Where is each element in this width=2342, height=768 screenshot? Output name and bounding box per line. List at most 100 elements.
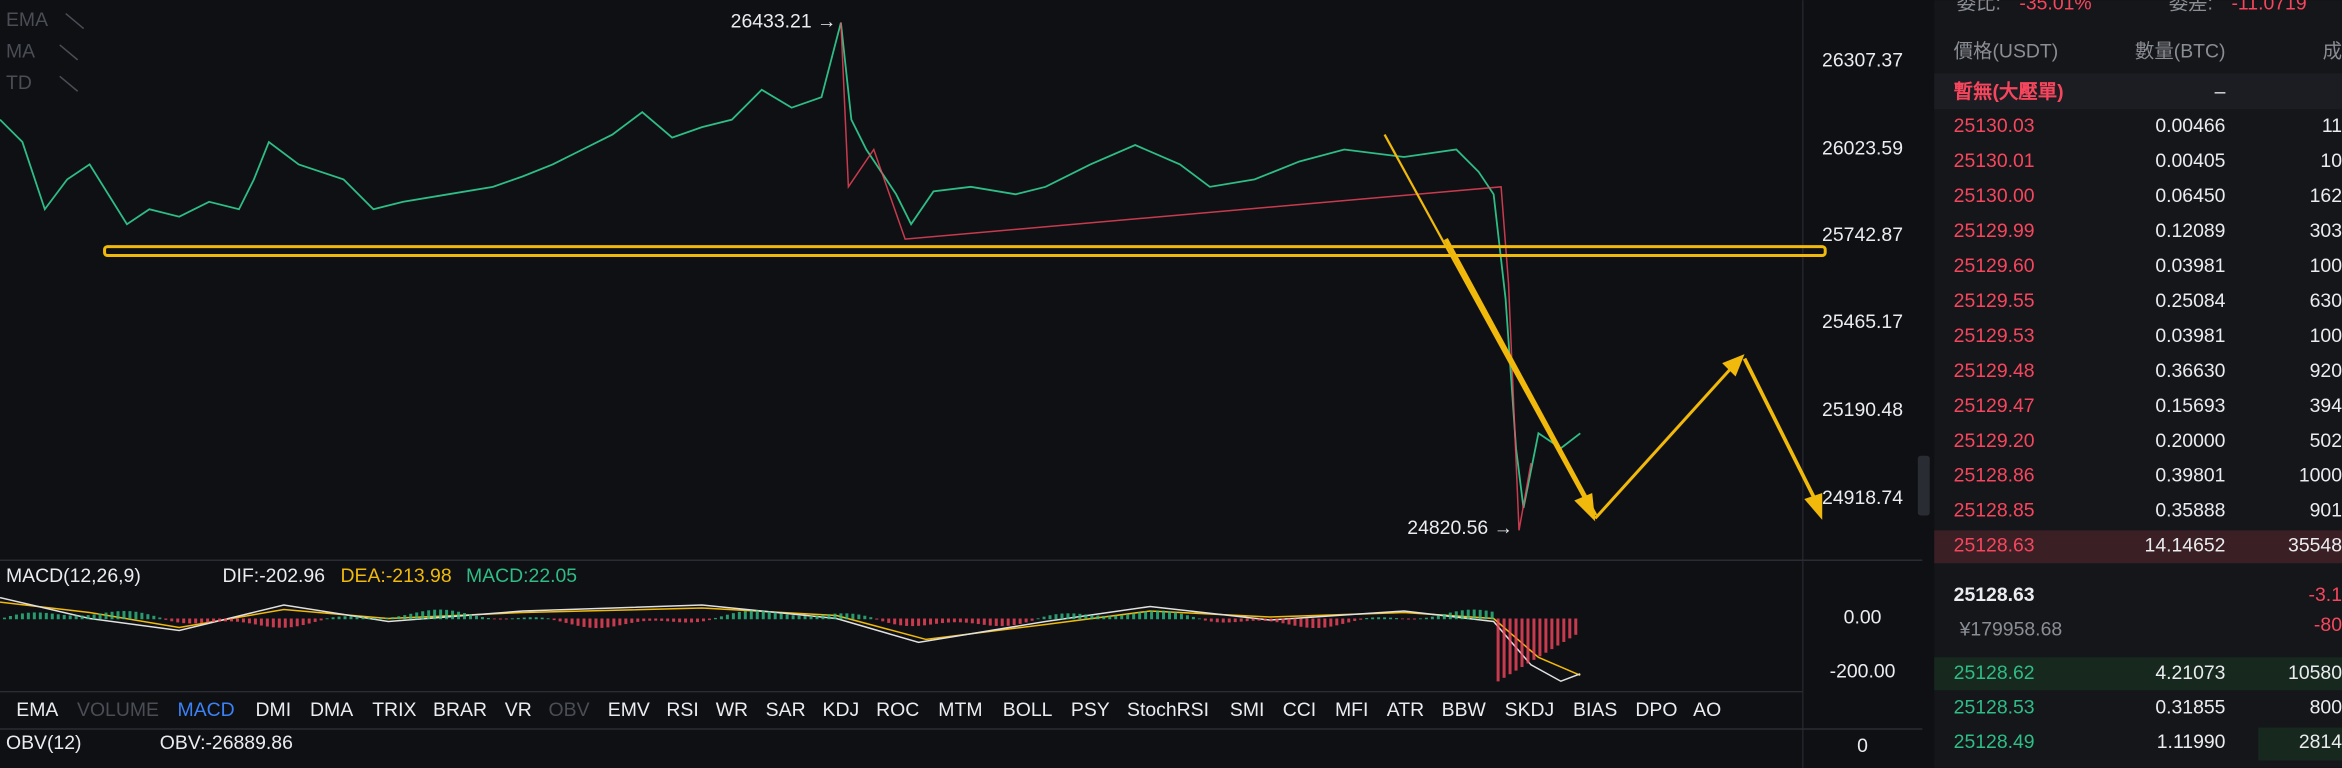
macd-bar: [666, 618, 670, 622]
indicator-tab[interactable]: BBW: [1442, 699, 1487, 721]
indicator-tab[interactable]: SAR: [766, 699, 806, 721]
macd-bar: [1496, 618, 1500, 682]
macd-bar: [146, 614, 150, 620]
hidden-icon[interactable]: [65, 13, 85, 30]
indicator-tab[interactable]: AO: [1693, 699, 1721, 721]
macd-bar: [1371, 617, 1375, 620]
macd-bar: [887, 618, 891, 623]
indicator-tab[interactable]: DMA: [310, 699, 353, 721]
indicator-tab[interactable]: CCI: [1283, 699, 1316, 721]
macd-bar: [32, 612, 36, 620]
asks-price: 25129.47: [1954, 395, 2035, 417]
macd-bar: [176, 618, 180, 623]
indicator-tab[interactable]: MTM: [938, 699, 982, 721]
macd-bar: [224, 618, 228, 622]
macd-bar: [331, 617, 335, 620]
indicator-tab[interactable]: WR: [716, 699, 748, 721]
macd-bar: [373, 617, 377, 620]
macd-bar: [1317, 618, 1321, 628]
column-header: 數量(BTC): [2135, 41, 2226, 63]
asks-price: 25130.00: [1954, 185, 2035, 207]
price-change: -3.1: [2309, 584, 2342, 606]
macd-bar: [582, 618, 586, 627]
macd-bar: [970, 618, 974, 624]
macd-bar: [654, 618, 658, 621]
indicator-tab[interactable]: BRAR: [433, 699, 487, 721]
macd-bar: [952, 618, 956, 623]
indicator-tab[interactable]: BIAS: [1573, 699, 1617, 721]
indicator-tab[interactable]: MACD: [178, 699, 235, 721]
macd-label: MACD(12,26,9): [6, 565, 141, 587]
macd-bar: [247, 618, 251, 624]
macd-bar: [20, 613, 24, 620]
indicator-tab[interactable]: PSY: [1071, 699, 1110, 721]
asks-price: 25129.55: [1954, 290, 2035, 312]
macd-bar: [1508, 618, 1512, 675]
indicator-tab[interactable]: DMI: [256, 699, 292, 721]
macd-bar: [1030, 618, 1034, 621]
indicator-tab[interactable]: ATR: [1387, 699, 1424, 721]
macd-bar: [1448, 612, 1452, 620]
indicator-tab[interactable]: RSI: [666, 699, 698, 721]
indicator-tab[interactable]: MFI: [1335, 699, 1368, 721]
indicator-tab[interactable]: VR: [505, 699, 532, 721]
bids-price: 25128.49: [1954, 731, 2035, 753]
asks-quantity: 0.06450: [2155, 185, 2225, 207]
macd-bar: [1108, 615, 1112, 620]
macd-bar: [1084, 614, 1088, 620]
macd-bar: [313, 618, 317, 622]
macd-bar: [982, 618, 986, 625]
macd-bar: [50, 613, 54, 620]
macd-bar: [1365, 618, 1369, 620]
macd-bar: [1132, 613, 1136, 620]
indicator-tab[interactable]: EMA: [16, 699, 58, 721]
indicator-tab[interactable]: EMV: [608, 699, 650, 721]
macd-bar: [1418, 618, 1422, 620]
macd-bar: [1269, 618, 1273, 622]
macd-bar: [385, 617, 389, 620]
macd-bar: [44, 612, 48, 620]
arrow: [1742, 357, 1821, 509]
indicator-tab[interactable]: SKDJ: [1505, 699, 1555, 721]
macd-bar: [1323, 618, 1327, 628]
macd-bar: [684, 618, 688, 623]
macd-bar: [325, 618, 329, 620]
asks-price: 25130.01: [1954, 150, 2035, 172]
indicator-tab[interactable]: OBV: [549, 699, 590, 721]
indicator-tab[interactable]: DPO: [1635, 699, 1677, 721]
hidden-icon[interactable]: [59, 75, 79, 92]
asks-total: 11: [2322, 115, 2342, 137]
macd-bar: [1209, 618, 1213, 622]
indicator-tab[interactable]: VOLUME: [77, 699, 159, 721]
indicator-tab[interactable]: TRIX: [372, 699, 416, 721]
macd-bar: [917, 618, 921, 626]
macd-bar: [1311, 618, 1315, 628]
macd-bar: [230, 618, 234, 622]
macd-bar: [696, 618, 700, 623]
macd-bar: [295, 618, 299, 627]
resize-handle[interactable]: [1917, 455, 1930, 516]
macd-bar: [540, 617, 544, 620]
indicator-tab[interactable]: StochRSI: [1127, 699, 1209, 721]
macd-bar: [815, 615, 819, 620]
indicator-tab[interactable]: BOLL: [1003, 699, 1053, 721]
indicator-tab[interactable]: ROC: [876, 699, 919, 721]
asks-total: 901: [2310, 500, 2342, 522]
price-wick: [840, 22, 1532, 531]
macd-value: MACD:22.05: [466, 565, 577, 587]
macd-bar: [851, 613, 855, 620]
macd-bar: [451, 610, 455, 620]
macd-bar: [606, 618, 610, 628]
macd-bar: [522, 617, 526, 620]
macd-bar: [940, 618, 944, 624]
indicator-tab[interactable]: SMI: [1230, 699, 1265, 721]
asks-quantity: 0.15693: [2155, 395, 2225, 417]
macd-bar: [1138, 612, 1142, 620]
hidden-icon[interactable]: [59, 44, 79, 61]
macd-bar: [56, 614, 60, 620]
macd-bar: [1383, 617, 1387, 620]
macd-bar: [235, 618, 239, 622]
macd-bar: [1478, 609, 1482, 620]
indicator-tab[interactable]: KDJ: [823, 699, 860, 721]
